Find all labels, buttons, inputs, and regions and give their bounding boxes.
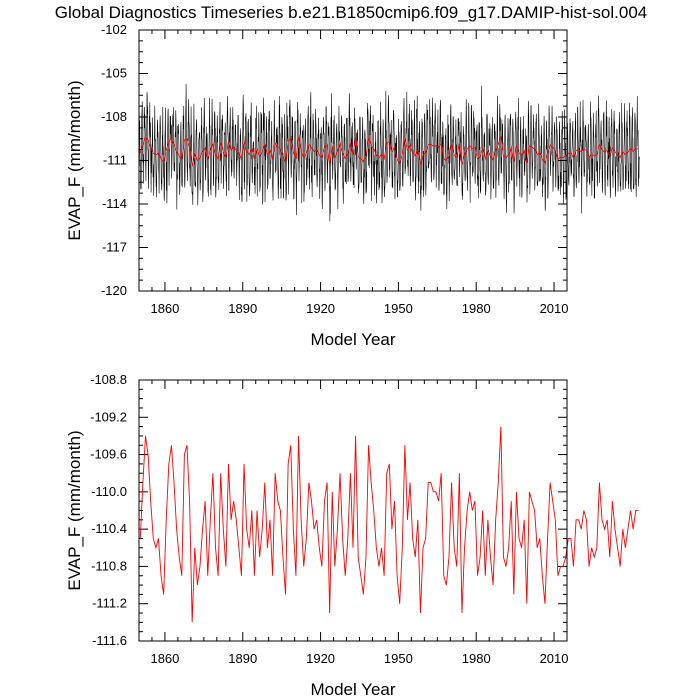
top-x-axis-label: Model Year (310, 330, 395, 349)
bottom-y-axis-label: EVAP_F (mm/month) (65, 430, 84, 590)
annual-series-line (139, 426, 639, 623)
y-tick-label: -111.6 (92, 633, 127, 648)
x-tick-label: 1860 (150, 651, 179, 666)
panel-bottom: 1860 1890 1920 1950 1980 2010 -111.6 -111.2 -110… (65, 372, 639, 699)
x-tick-label: 1920 (306, 301, 335, 316)
y-tick-label: -108.8 (90, 372, 127, 387)
x-tick-label: 1950 (384, 651, 413, 666)
x-tick-label: 2010 (540, 651, 569, 666)
bottom-ticks (138, 379, 568, 642)
y-tick-label: -102 (101, 22, 127, 37)
annual-series-line (139, 135, 639, 167)
x-tick-label: 1890 (228, 301, 257, 316)
y-tick-label: -120 (101, 283, 127, 298)
top-plot-frame (138, 29, 568, 292)
top-tick-labels: 1860 1890 1920 1950 1980 2010 -120 -117 -114 -111… (101, 22, 569, 316)
y-tick-label: -110.0 (91, 484, 127, 499)
monthly-series-line (138, 83, 640, 222)
y-tick-label: -105 (101, 66, 127, 81)
x-tick-label: 1950 (384, 301, 413, 316)
bottom-plot-frame (138, 379, 568, 642)
y-tick-label: -109.6 (90, 447, 127, 462)
y-tick-label: -110.8 (91, 558, 127, 573)
y-tick-label: -108 (101, 109, 127, 124)
x-tick-label: 1920 (306, 651, 335, 666)
y-tick-label: -110.4 (91, 521, 127, 536)
y-tick-label: -111 (103, 153, 127, 168)
x-tick-label: 2010 (540, 301, 569, 316)
x-tick-label: 1980 (462, 651, 491, 666)
x-tick-label: 1860 (150, 301, 179, 316)
y-tick-label: -111.2 (92, 596, 127, 611)
y-tick-label: -114 (102, 196, 127, 211)
bottom-x-axis-label: Model Year (310, 680, 395, 699)
chart-title: Global Diagnostics Timeseries b.e21.B185… (55, 3, 647, 22)
bottom-tick-labels: 1860 1890 1920 1950 1980 2010 -111.6 -111.2 -110… (90, 372, 568, 666)
x-tick-label: 1890 (228, 651, 257, 666)
top-series (138, 83, 640, 222)
bottom-series (139, 426, 639, 623)
top-ticks (138, 29, 568, 292)
panel-top: 1860 1890 1920 1950 1980 2010 -120 -117 -114 -111… (65, 22, 640, 349)
top-y-axis-label: EVAP_F (mm/month) (65, 80, 84, 240)
x-tick-label: 1980 (462, 301, 491, 316)
y-tick-label: -109.2 (90, 409, 127, 424)
y-tick-label: -117 (102, 240, 127, 255)
